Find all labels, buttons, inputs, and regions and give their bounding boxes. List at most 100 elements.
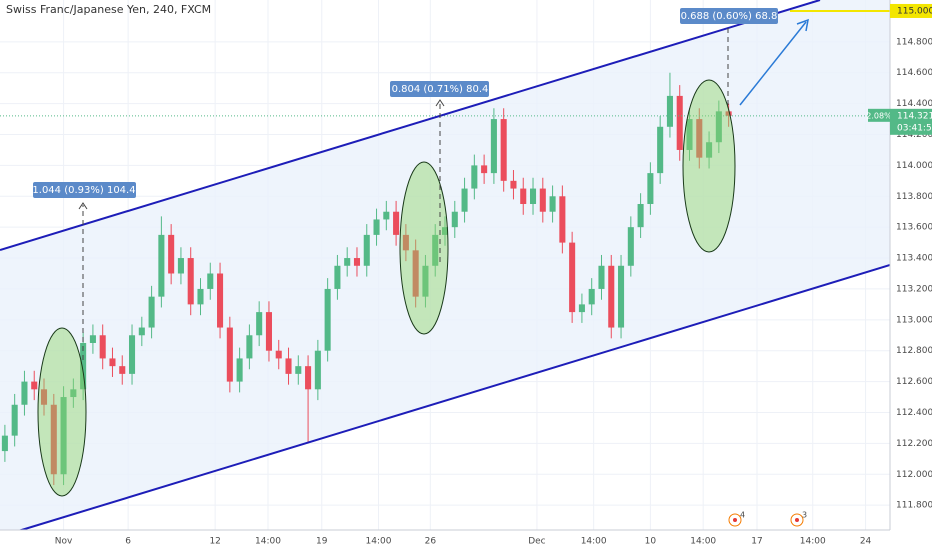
last-change: 2.08%	[866, 111, 892, 120]
chart-title: Swiss Franc/Japanese Yen, 240, FXCM	[6, 3, 211, 16]
axis-labels: 111.800 112.000 112.200 112.400 112.600 112.8…	[55, 3, 932, 547]
y-tick-label: 114.800	[896, 37, 932, 47]
measure-arrow	[435, 99, 445, 107]
last-price-badge	[890, 108, 932, 135]
x-tick-label: 24	[860, 537, 872, 547]
candle-body	[373, 219, 380, 235]
y-tick-label: 111.800	[896, 501, 932, 511]
candle-body	[236, 358, 243, 382]
x-tick-label: 14:00	[581, 537, 607, 547]
candle-body	[324, 288, 331, 351]
candle-body	[461, 188, 468, 212]
candle-body	[500, 119, 507, 181]
x-tick-label: 14:00	[800, 537, 826, 547]
projection-arrowhead	[796, 18, 809, 32]
candle-body	[520, 188, 527, 205]
annotation: 1.044 (0.93%) 104.4	[32, 185, 135, 196]
candle-body	[129, 335, 136, 374]
annotation-box	[390, 81, 489, 97]
candle-body	[246, 335, 253, 359]
y-tick-label: 112.600	[896, 377, 932, 387]
target-badge	[890, 3, 932, 18]
candle-body	[578, 304, 585, 313]
x-tick-label: 19	[316, 537, 328, 547]
x-tick-label: 10	[645, 537, 657, 547]
overlays: 1.044 (0.93%) 104.4 0.804 (0.71%) 80.4 0…	[0, 0, 891, 533]
channel-fill	[0, 0, 890, 532]
x-tick-label: 14:00	[366, 537, 392, 547]
candle-body	[148, 296, 155, 328]
candle-body	[265, 312, 272, 351]
countdown: 03:41:55	[897, 123, 932, 133]
x-tick-label: 26	[425, 537, 437, 547]
event-icon[interactable]	[790, 513, 804, 527]
candle-body	[510, 180, 517, 189]
candle-body	[177, 258, 184, 274]
y-tick-label: 113.200	[896, 284, 932, 294]
y-tick-label: 113.800	[896, 192, 932, 202]
x-tick-label: 17	[751, 537, 762, 547]
event-count: 4	[740, 511, 745, 520]
candle-body	[314, 350, 321, 390]
candle-body	[168, 234, 175, 274]
candle-body	[305, 366, 312, 390]
candle-body	[676, 95, 683, 150]
target-label: 115.000	[897, 6, 932, 16]
event-dot	[733, 518, 737, 522]
candle-body	[451, 211, 458, 228]
candle-body	[412, 250, 419, 297]
candle-body	[217, 273, 224, 328]
annotation-box	[33, 182, 136, 198]
candle-body	[559, 196, 566, 243]
candle-body	[715, 111, 722, 143]
channel-upper	[0, 0, 821, 251]
event-icon[interactable]	[728, 513, 742, 527]
annotation-box	[680, 8, 778, 24]
candle-body	[706, 142, 713, 158]
y-tick-label: 112.000	[896, 470, 932, 480]
event-dot	[795, 518, 799, 522]
candle-body	[666, 95, 673, 127]
y-tick-label: 112.800	[896, 346, 932, 356]
candles	[0, 9, 890, 486]
last-change-badge	[868, 108, 890, 122]
candle-body	[31, 381, 38, 390]
candle-body	[549, 196, 556, 212]
last-price: 114.321	[897, 111, 932, 121]
candle-body	[353, 258, 361, 266]
candle-body	[529, 188, 537, 205]
candle-body	[60, 397, 67, 475]
candle-body	[99, 335, 106, 359]
x-tick-label: 14:00	[255, 537, 281, 547]
candle-body	[608, 265, 615, 328]
annotation: 0.688 (0.60%) 68.8	[681, 11, 778, 22]
candle-body	[588, 288, 595, 305]
candle-body	[256, 312, 263, 336]
y-tick-label: 113.400	[896, 254, 932, 264]
candle-body	[50, 404, 57, 475]
candle-body	[637, 204, 644, 228]
y-tick-label: 112.400	[896, 408, 932, 418]
candle-body	[686, 119, 693, 150]
highlight-ellipse	[37, 327, 87, 497]
candle-body	[422, 265, 429, 297]
candle-body	[138, 327, 145, 336]
candle-body	[432, 234, 439, 266]
candle-body	[383, 211, 390, 220]
candle-body	[119, 366, 126, 374]
candle-body	[393, 211, 400, 235]
candle-body	[618, 265, 625, 328]
candle-body	[696, 119, 703, 158]
candle-body	[569, 242, 576, 313]
candle-body	[471, 165, 478, 189]
y-tick-label: 114.600	[896, 68, 932, 78]
candle-body	[109, 358, 116, 367]
candle-body	[598, 265, 605, 289]
candle-body	[40, 389, 48, 405]
candle-body	[334, 265, 341, 289]
candle-body	[80, 342, 87, 390]
y-tick-label: 114.000	[896, 161, 932, 171]
y-tick-label: 112.200	[896, 439, 932, 449]
highlight-ellipse	[682, 79, 736, 253]
